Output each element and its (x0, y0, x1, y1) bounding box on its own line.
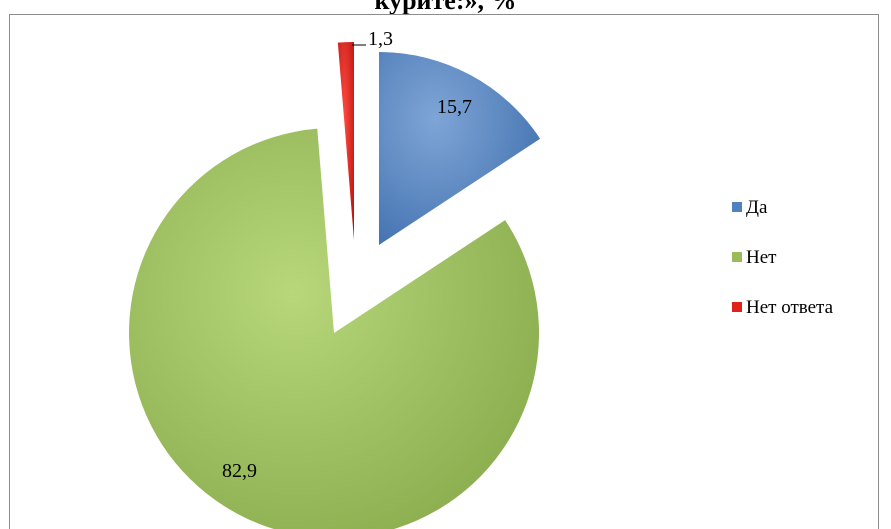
legend-label-net-otveta: Нет ответа (746, 297, 834, 318)
slice-label-net: 82,9 (222, 460, 257, 482)
pie-slice-net-otveta (337, 42, 354, 240)
legend-item-net-otveta: Нет ответа (732, 297, 833, 321)
legend-item-da: Да (732, 197, 833, 221)
plot-area-frame (9, 14, 879, 529)
legend-swatch-da (732, 202, 742, 212)
slice-label-da: 15,7 (437, 96, 472, 118)
slice-labels: 15,7 82,9 1,3 (222, 28, 472, 482)
slice-label-net-otveta: 1,3 (368, 28, 393, 50)
chart-title: курите:», % (374, 0, 517, 15)
legend-label-da: Да (746, 197, 768, 218)
pie-slices (129, 42, 541, 529)
legend-item-net: Нет (732, 247, 833, 271)
pie-slice-da (379, 52, 541, 245)
legend-swatch-net-otveta (732, 302, 742, 312)
legend-label-net: Нет (746, 247, 777, 268)
legend-swatch-net (732, 252, 742, 262)
chart-legend: Да Нет Нет ответа (732, 197, 833, 347)
pie-slice-net (129, 128, 539, 529)
